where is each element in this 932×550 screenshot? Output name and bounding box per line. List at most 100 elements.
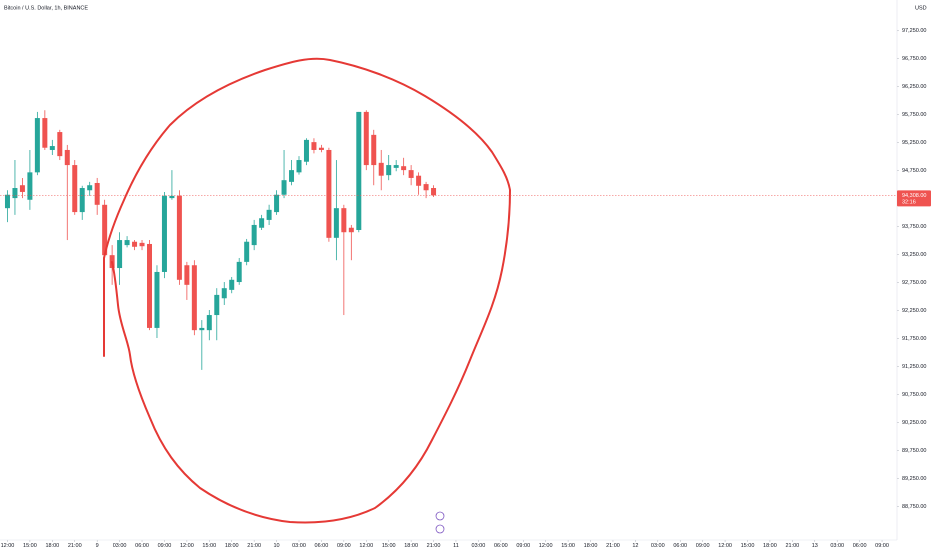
- candle-body: [289, 170, 295, 182]
- candle-body: [378, 162, 384, 176]
- candle-body: [318, 147, 324, 150]
- candle-body: [102, 204, 108, 256]
- x-tick-label: 21:00: [427, 543, 441, 549]
- candle-body: [94, 182, 100, 205]
- candle-body: [19, 185, 25, 192]
- candle-body: [408, 170, 414, 178]
- x-tick-label: 03:00: [651, 543, 665, 549]
- hand-drawn-circle: [103, 57, 512, 524]
- x-tick-label: 09:00: [337, 543, 351, 549]
- candle-body: [348, 227, 354, 233]
- candle-body: [393, 165, 399, 168]
- x-tick-label: 13: [812, 543, 818, 549]
- last-price-label: 94,308.00: [902, 193, 926, 199]
- candle-body: [229, 279, 235, 290]
- x-tick-label: 18:00: [584, 543, 598, 549]
- candle-body: [386, 165, 392, 176]
- countdown-label: 32:16: [902, 199, 916, 205]
- candle-body: [416, 175, 422, 186]
- candle-body: [4, 194, 10, 209]
- x-tick-label: 15:00: [23, 543, 37, 549]
- candle-body: [176, 195, 182, 280]
- candle-body: [72, 165, 78, 213]
- y-tick-label: 91,250.00: [902, 364, 926, 370]
- x-tick-label: 06:00: [315, 543, 329, 549]
- y-tick-label: 91,750.00: [902, 336, 926, 342]
- candle-body: [371, 134, 377, 166]
- x-tick-label: 09:00: [696, 543, 710, 549]
- x-tick-label: 03:00: [292, 543, 306, 549]
- y-tick-label: 96,750.00: [902, 56, 926, 62]
- candle-body: [42, 118, 48, 148]
- x-tick-label: 09:00: [875, 543, 889, 549]
- candle-body: [79, 188, 85, 213]
- event-marker[interactable]: [435, 524, 445, 534]
- candle-body: [184, 265, 190, 285]
- candle-body: [64, 149, 70, 166]
- x-tick-label: 06:00: [673, 543, 687, 549]
- y-tick-label: 94,750.00: [902, 168, 926, 174]
- event-marker[interactable]: [435, 511, 445, 521]
- last-price-tag: [897, 190, 931, 207]
- x-tick-label: 15:00: [741, 543, 755, 549]
- y-tick-label: 95,250.00: [902, 140, 926, 146]
- x-tick-label: 21:00: [606, 543, 620, 549]
- x-tick-label: 18:00: [763, 543, 777, 549]
- candle-body: [236, 261, 242, 283]
- x-tick-label: 12:00: [359, 543, 373, 549]
- candle-body: [221, 288, 227, 299]
- x-tick-label: 03:00: [113, 543, 127, 549]
- candle-body: [356, 111, 362, 230]
- x-tick-label: 15:00: [202, 543, 216, 549]
- x-tick-label: 03:00: [830, 543, 844, 549]
- candle-body: [191, 265, 197, 331]
- candle-body: [214, 294, 220, 316]
- x-tick-label: 06:00: [494, 543, 508, 549]
- x-tick-label: 09:00: [516, 543, 530, 549]
- candle-body: [161, 195, 167, 272]
- candle-body: [259, 218, 265, 228]
- candle-body: [281, 180, 287, 195]
- y-tick-label: 88,750.00: [902, 504, 926, 510]
- candle-body: [296, 160, 302, 173]
- x-tick-label: 21:00: [785, 543, 799, 549]
- y-tick-label: 96,250.00: [902, 84, 926, 90]
- y-tick-label: 89,250.00: [902, 476, 926, 482]
- x-tick-label: 9: [96, 543, 99, 549]
- candle-body: [12, 188, 18, 199]
- x-tick-label: 15:00: [382, 543, 396, 549]
- candle-body: [199, 327, 205, 331]
- y-tick-label: 90,250.00: [902, 420, 926, 426]
- x-tick-label: 12:00: [1, 543, 15, 549]
- candle-body: [266, 209, 272, 220]
- y-tick-label: 93,750.00: [902, 224, 926, 230]
- y-tick-label: 89,750.00: [902, 448, 926, 454]
- y-tick-label: 93,250.00: [902, 252, 926, 258]
- candle-body: [49, 146, 55, 150]
- candle-body: [124, 240, 130, 246]
- candle-body: [132, 241, 138, 247]
- x-tick-label: 21:00: [247, 543, 261, 549]
- x-tick-label: 12:00: [539, 543, 553, 549]
- candle-body: [154, 271, 160, 328]
- candle-body: [431, 188, 437, 196]
- candle-body: [117, 240, 123, 269]
- candle-body: [251, 224, 257, 246]
- candle-body: [303, 139, 309, 162]
- x-tick-label: 06:00: [853, 543, 867, 549]
- candle-body: [341, 208, 347, 233]
- x-tick-label: 12:00: [180, 543, 194, 549]
- y-tick-label: 90,750.00: [902, 392, 926, 398]
- x-tick-label: 12: [632, 543, 638, 549]
- x-tick-label: 11: [453, 543, 459, 549]
- candle-body: [34, 118, 40, 173]
- y-tick-label: 97,250.00: [902, 28, 926, 34]
- candle-body: [139, 242, 145, 247]
- x-tick-label: 18:00: [45, 543, 59, 549]
- x-tick-label: 06:00: [135, 543, 149, 549]
- currency-label: USD: [915, 5, 927, 11]
- y-tick-label: 92,750.00: [902, 280, 926, 286]
- x-tick-label: 03:00: [472, 543, 486, 549]
